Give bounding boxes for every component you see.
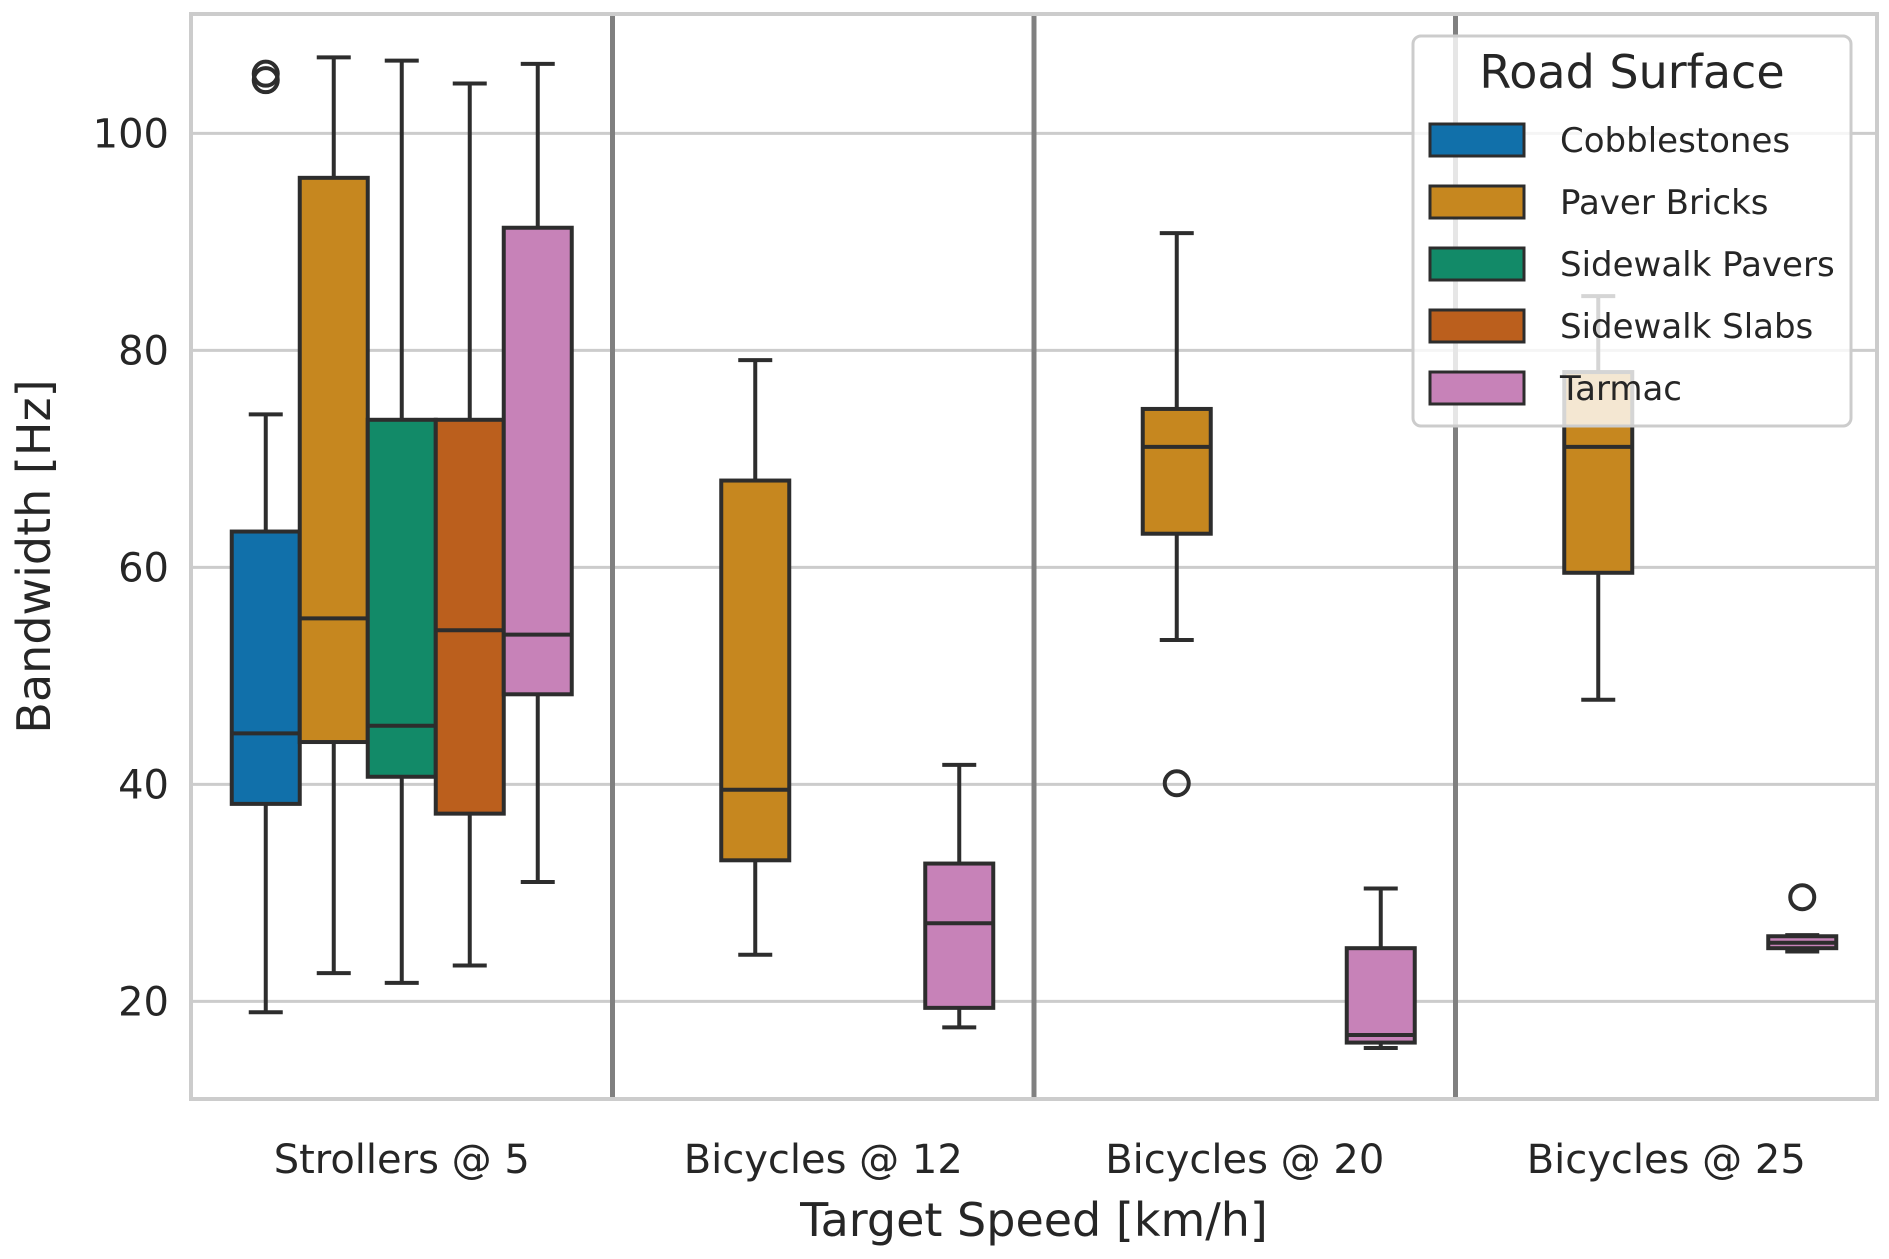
axis-layer: 20 40 60 80 100 Strollers @ 5 Bicycles @ 12 Bic… — [7, 12, 1879, 1247]
legend-label: Cobblestones — [1560, 121, 1790, 161]
box-paver-bricks — [719, 358, 792, 957]
iqr-box — [501, 225, 574, 697]
y-tick-label: 60 — [118, 545, 169, 591]
box-tarmac — [923, 762, 996, 1030]
outlier-point — [251, 59, 280, 88]
box-tarmac — [1766, 883, 1839, 954]
x-tick-label: Bicycles @ 12 — [684, 1137, 963, 1183]
iqr-box — [719, 478, 792, 863]
iqr-box — [433, 417, 506, 816]
box-paver-bricks — [297, 55, 370, 976]
legend-swatch — [1428, 122, 1526, 158]
iqr-box — [229, 529, 302, 806]
legend-label: Tarmac — [1559, 369, 1682, 409]
box-tarmac — [501, 61, 574, 884]
outlier-point — [1788, 883, 1817, 912]
y-tick-label: 100 — [93, 111, 169, 157]
legend-swatch — [1428, 184, 1526, 220]
y-tick-label: 40 — [118, 762, 169, 808]
plot-frame — [189, 12, 1879, 1101]
legend-swatch — [1428, 370, 1526, 406]
legend-label: Paver Bricks — [1560, 183, 1768, 223]
iqr-box — [1140, 406, 1213, 536]
iqr-box — [365, 417, 438, 779]
y-tick-label: 20 — [118, 979, 169, 1025]
box-tarmac — [1344, 886, 1417, 1051]
box-cobblestones — [229, 59, 302, 1015]
x-axis-title: Target Speed [km/h] — [799, 1193, 1268, 1247]
iqr-box — [923, 861, 996, 1010]
x-tick-label: Strollers @ 5 — [274, 1137, 530, 1183]
outlier-point — [1162, 769, 1191, 798]
iqr-box — [1344, 946, 1417, 1045]
box-paver-bricks — [1140, 231, 1213, 798]
x-tick-label: Bicycles @ 20 — [1105, 1137, 1384, 1183]
legend-label: Sidewalk Pavers — [1560, 245, 1835, 285]
legend-swatch — [1428, 308, 1526, 344]
y-tick-label: 80 — [118, 328, 169, 374]
iqr-box — [297, 175, 370, 745]
y-axis-title: Bandwidth [Hz] — [7, 379, 61, 733]
x-tick-label: Bicycles @ 25 — [1527, 1137, 1806, 1183]
box-sidewalk-pavers — [365, 58, 438, 985]
box-layer — [229, 55, 1839, 1051]
box-sidewalk-slabs — [433, 81, 506, 968]
legend: Road Surface Cobblestones Paver Bricks Side… — [1411, 34, 1853, 428]
legend-swatch — [1428, 246, 1526, 282]
legend-label: Sidewalk Slabs — [1560, 307, 1813, 347]
legend-title: Road Surface — [1479, 45, 1784, 99]
